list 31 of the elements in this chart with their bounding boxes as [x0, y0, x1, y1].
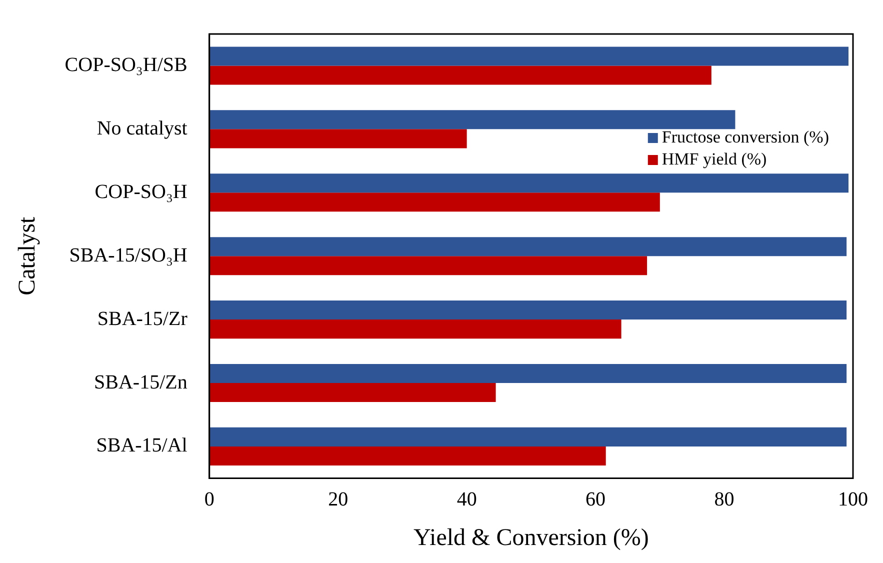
x-tick-label: 80	[714, 488, 734, 510]
bar	[209, 300, 847, 320]
x-tick-label: 40	[456, 488, 477, 510]
x-tick-label: 100	[838, 488, 868, 510]
bar	[209, 256, 648, 276]
bar	[209, 129, 467, 148]
bar	[209, 237, 847, 256]
x-axis-title: Yield & Conversion (%)	[414, 524, 649, 551]
x-tick-label: 60	[586, 488, 606, 510]
y-tick-label: No catalyst	[96, 117, 188, 140]
y-tick-label: SBA-15/Zn	[94, 371, 188, 394]
x-tick-label: 20	[328, 488, 348, 510]
legend-label: HMF yield (%)	[662, 149, 767, 168]
bar	[209, 46, 848, 66]
y-tick-label: COP-SO₃H	[94, 180, 188, 203]
bar	[209, 320, 622, 339]
bar	[209, 446, 606, 466]
bar	[209, 66, 712, 85]
bar	[209, 192, 660, 212]
y-tick-label: SBA-15/Zr	[97, 308, 188, 330]
y-tick-label: SBA-15/SO₃H	[69, 244, 188, 266]
y-axis-title: Catalyst	[14, 216, 41, 296]
bar	[209, 110, 736, 130]
legend-label: Fructose conversion (%)	[662, 127, 830, 146]
y-tick-label: COP-SO₃H/SB	[64, 54, 188, 76]
bar	[209, 383, 496, 402]
y-tick-label: SBA-15/Al	[96, 434, 188, 457]
bar	[209, 174, 848, 193]
x-tick-label: 0	[204, 488, 214, 510]
bar	[209, 364, 847, 384]
bar	[209, 427, 847, 446]
